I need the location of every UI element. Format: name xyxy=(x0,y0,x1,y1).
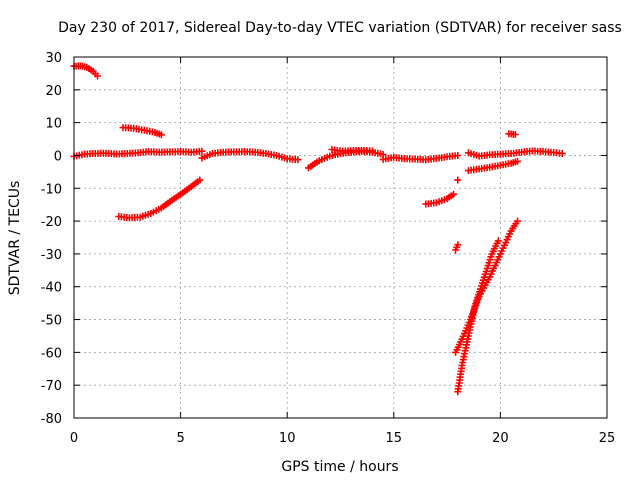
y-tick-label: -70 xyxy=(41,379,62,394)
marker-trace xyxy=(119,124,165,139)
series-arc-baseline-4 xyxy=(328,146,376,155)
grid xyxy=(74,57,607,418)
marker-trace xyxy=(505,130,519,138)
x-tick-label: 10 xyxy=(279,431,296,446)
series-arc-top-start xyxy=(70,62,101,80)
x-tick-label: 15 xyxy=(386,431,403,446)
marker-trace xyxy=(379,152,462,164)
y-tick-label: -50 xyxy=(41,314,62,329)
plot-frame xyxy=(73,56,608,419)
marker-trace xyxy=(70,62,101,80)
marker-trace xyxy=(422,190,457,208)
series-arc-isolated-7 xyxy=(454,176,462,184)
x-tick-label: 25 xyxy=(599,431,616,446)
x-axis-label: GPS time / hours xyxy=(281,459,398,475)
marker-trace xyxy=(454,176,462,184)
series-arc-baseline-6 xyxy=(464,147,566,160)
x-tick-label: 0 xyxy=(70,431,78,446)
series-arc-steep-b xyxy=(452,217,521,356)
y-tick-label: -30 xyxy=(41,248,62,263)
series-arc-baseline-1 xyxy=(70,147,206,160)
series-arc-negative-4 xyxy=(464,157,521,175)
x-tick-label: 20 xyxy=(492,431,509,446)
marker-trace xyxy=(452,241,462,254)
chart-title: Day 230 of 2017, Sidereal Day-to-day VTE… xyxy=(58,20,622,36)
series-arc-negative-14 xyxy=(422,190,457,208)
y-tick-label: 20 xyxy=(45,84,62,99)
x-tick-label: 5 xyxy=(176,431,184,446)
y-tick-label: -20 xyxy=(41,215,62,230)
series-arc-isolated-6 xyxy=(505,130,519,138)
data-series xyxy=(70,62,566,396)
series-arc-baseline-2 xyxy=(198,148,302,164)
y-tick-label: -60 xyxy=(41,346,62,361)
y-tick-label: -40 xyxy=(41,281,62,296)
axis-ticks: 0 5 10 15 20 25 30 20 10 0 -10 -20 -30 -40 -50 -60 -70 -8… xyxy=(41,51,616,446)
marker-trace xyxy=(464,157,521,175)
marker-trace xyxy=(454,237,502,396)
y-tick-label: 10 xyxy=(45,117,62,132)
y-tick-label: -10 xyxy=(41,182,62,197)
marker-trace xyxy=(452,217,521,356)
series-arc-steep-a xyxy=(454,237,502,396)
y-tick-label: 0 xyxy=(54,149,62,164)
marker-trace xyxy=(70,147,206,160)
marker-trace xyxy=(198,148,302,164)
marker-trace xyxy=(464,147,566,160)
series-arc-positive-8 xyxy=(119,124,165,139)
series-arc-negative-19 xyxy=(115,176,204,222)
series-arc-isolated-28 xyxy=(452,241,462,254)
y-tick-label: -80 xyxy=(41,412,62,427)
y-tick-label: 30 xyxy=(45,51,62,66)
y-axis-label: SDTVAR / TECUs xyxy=(7,181,23,296)
marker-trace xyxy=(328,146,376,155)
series-arc-baseline-5 xyxy=(379,152,462,164)
marker-trace xyxy=(115,176,204,222)
